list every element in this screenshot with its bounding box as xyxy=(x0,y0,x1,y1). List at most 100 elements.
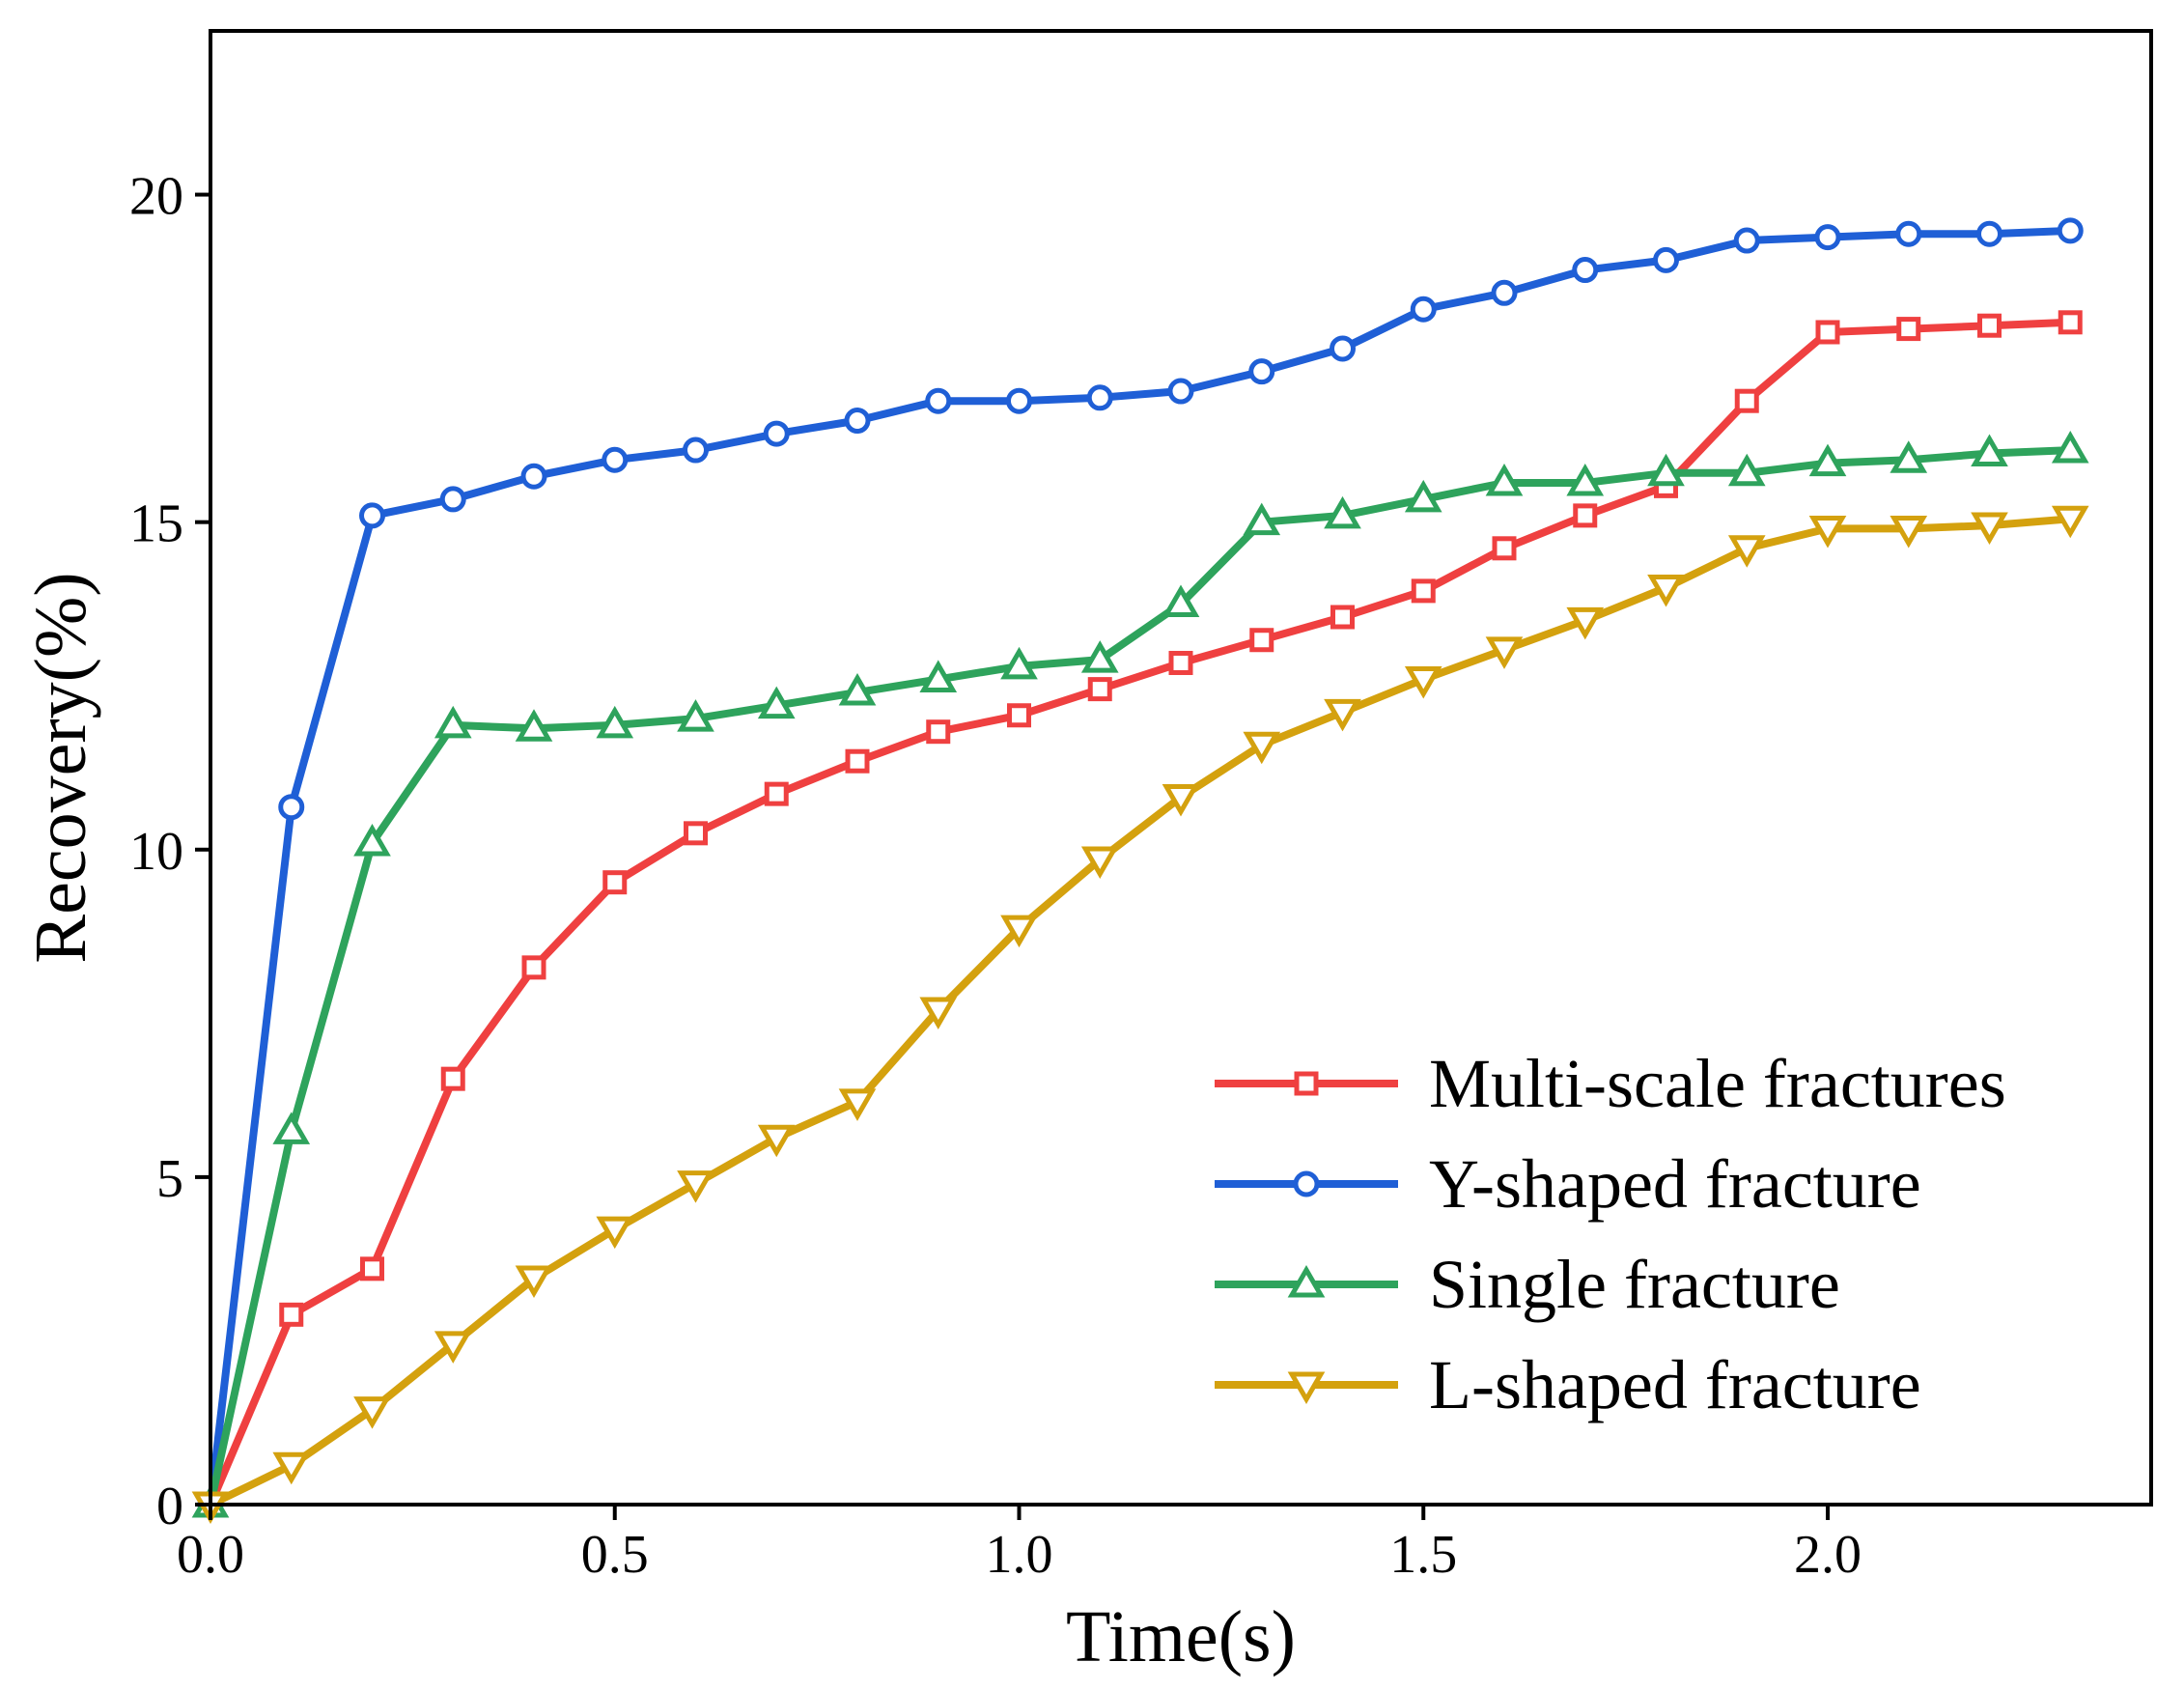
data-point xyxy=(1080,640,1119,673)
data-point xyxy=(1087,677,1112,702)
data-point xyxy=(684,821,708,846)
legend-label: Single fracture xyxy=(1429,1246,1840,1323)
series-multi-scale-fractures xyxy=(198,310,2083,1517)
legend-marker xyxy=(1294,1071,1319,1096)
data-point xyxy=(520,463,547,490)
data-point xyxy=(439,486,466,513)
y-tick-label: 0 xyxy=(156,1477,183,1536)
data-point xyxy=(1808,515,1847,549)
axes-layer: 0.0 0.5 1.0 1.5 2.0 0 5 10 15 20 xyxy=(129,167,1862,1585)
legend-marker xyxy=(1287,1371,1326,1405)
data-point xyxy=(353,823,391,857)
data-point xyxy=(1404,479,1442,513)
data-point xyxy=(1485,636,1524,669)
data-point xyxy=(1162,784,1200,817)
series-line-single-fracture xyxy=(207,446,2071,1506)
y-tick-label: 10 xyxy=(129,822,183,882)
data-point xyxy=(1566,463,1605,496)
data-point xyxy=(1086,384,1113,411)
data-point xyxy=(1895,220,1922,247)
legend: Multi-scale fractures Y-shaped fracture Si… xyxy=(1215,1045,2006,1423)
data-point xyxy=(1324,698,1361,732)
legend-item-multi-scale-fractures: Multi-scale fractures xyxy=(1215,1045,2006,1122)
data-point xyxy=(596,705,634,739)
data-point xyxy=(1006,387,1032,414)
data-point xyxy=(1890,440,1928,473)
data-point xyxy=(272,1112,311,1144)
data-point xyxy=(757,1124,796,1158)
data-point xyxy=(1727,535,1766,568)
data-point xyxy=(1572,257,1599,284)
data-point xyxy=(515,709,553,742)
data-point xyxy=(434,1331,472,1364)
data-point xyxy=(602,870,628,895)
data-point xyxy=(1734,388,1759,413)
data-point xyxy=(1727,453,1766,487)
data-point xyxy=(1243,731,1281,765)
data-point xyxy=(919,660,958,692)
data-point xyxy=(1814,224,1841,251)
data-point xyxy=(2051,431,2089,464)
legend-item-l-shaped-fracture: L-shaped fracture xyxy=(1215,1346,1921,1423)
data-point xyxy=(1080,846,1119,879)
data-point xyxy=(596,1216,634,1250)
data-point xyxy=(1808,443,1847,477)
data-point xyxy=(1000,646,1038,680)
data-point xyxy=(1249,628,1274,653)
data-point xyxy=(1653,246,1679,273)
data-point xyxy=(677,1170,714,1203)
data-point xyxy=(1404,665,1442,699)
data-point xyxy=(1971,512,2008,546)
data-point xyxy=(919,997,958,1029)
series-layer xyxy=(191,217,2089,1525)
data-point xyxy=(683,437,709,464)
data-point xyxy=(926,719,951,745)
data-point xyxy=(359,502,385,529)
series-line-multi-scale-fractures xyxy=(207,318,2071,1507)
series-line-y-shaped-fracture xyxy=(207,226,2071,1506)
data-point xyxy=(1000,915,1038,948)
data-point xyxy=(1162,584,1200,617)
data-point xyxy=(1647,574,1685,607)
data-point xyxy=(2058,310,2083,335)
data-point xyxy=(279,1302,304,1327)
legend-label: Y-shaped fracture xyxy=(1429,1145,1921,1223)
data-point xyxy=(845,748,870,774)
legend-marker xyxy=(1287,1264,1326,1298)
x-axis-label: Time(s) xyxy=(1066,1596,1296,1677)
data-point xyxy=(1168,650,1193,675)
data-point xyxy=(1815,320,1840,345)
data-point xyxy=(272,1451,311,1485)
data-point xyxy=(1890,515,1928,549)
data-point xyxy=(1411,578,1436,604)
x-tick-label: 0.5 xyxy=(581,1525,649,1585)
data-point xyxy=(440,1066,465,1091)
x-tick-label: 0.0 xyxy=(177,1525,244,1585)
data-point xyxy=(2051,505,2089,539)
data-point xyxy=(1896,317,1921,342)
data-point xyxy=(1410,296,1437,323)
data-point xyxy=(1330,605,1355,630)
data-point xyxy=(360,1256,384,1282)
data-point xyxy=(434,705,472,739)
plot-frame xyxy=(209,29,2153,1507)
data-point xyxy=(278,794,305,821)
y-tick-label: 15 xyxy=(129,494,183,554)
data-point xyxy=(1330,335,1356,362)
data-point xyxy=(1485,463,1524,496)
data-point xyxy=(838,673,877,706)
x-tick-label: 1.5 xyxy=(1389,1525,1457,1585)
data-point xyxy=(1324,495,1361,529)
data-point xyxy=(1566,606,1605,640)
data-point xyxy=(677,699,714,732)
data-point xyxy=(838,1088,877,1121)
x-tick-label: 1.0 xyxy=(986,1525,1053,1585)
data-point xyxy=(353,1396,391,1429)
data-point xyxy=(1976,220,2002,247)
data-point xyxy=(2057,217,2084,244)
legend-label: L-shaped fracture xyxy=(1429,1346,1921,1423)
data-point xyxy=(763,420,790,447)
y-tick-label: 5 xyxy=(156,1149,183,1209)
legend-item-y-shaped-fracture: Y-shaped fracture xyxy=(1215,1145,1921,1223)
